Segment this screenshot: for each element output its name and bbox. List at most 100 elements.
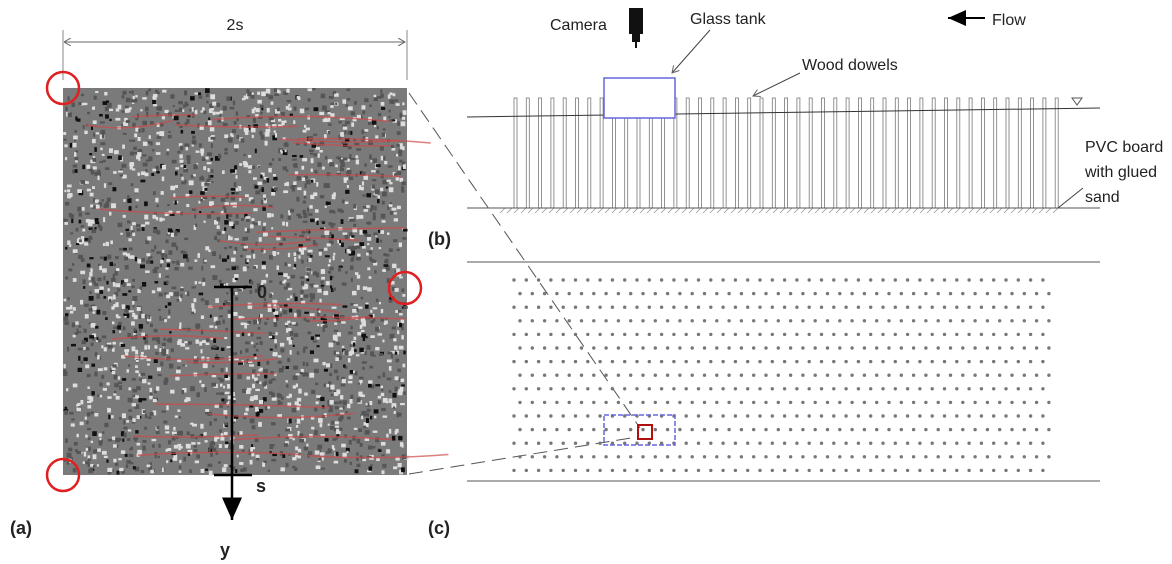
dowel-dot <box>857 469 860 472</box>
particle <box>153 191 156 195</box>
particle <box>330 105 333 108</box>
particle <box>244 128 249 132</box>
bed-hatch <box>808 208 813 213</box>
particle <box>219 403 223 408</box>
particle <box>257 100 262 104</box>
particle <box>348 146 352 149</box>
particle <box>380 230 384 234</box>
particle <box>114 383 119 387</box>
particle <box>348 332 352 335</box>
dowel-dot <box>617 319 620 322</box>
dowel-dot <box>703 292 706 295</box>
axis-name: y <box>220 540 230 560</box>
particle <box>177 409 180 411</box>
particle <box>273 332 276 334</box>
particle <box>156 171 159 173</box>
particle <box>397 369 400 373</box>
particle <box>307 331 311 334</box>
particle <box>100 121 105 123</box>
bed-hatch <box>857 208 862 213</box>
particle <box>94 283 98 286</box>
dowel-dot <box>752 428 755 431</box>
dowel-dot <box>869 387 872 390</box>
particle <box>393 338 396 341</box>
particle <box>166 281 168 285</box>
particle <box>264 461 267 463</box>
dowel-dot <box>1029 442 1032 445</box>
dowel-dot <box>703 401 706 404</box>
particle <box>359 215 364 219</box>
particle <box>88 438 91 440</box>
particle <box>244 413 248 416</box>
particle <box>305 276 308 279</box>
particle <box>353 337 356 340</box>
dowel-dot <box>912 292 915 295</box>
particle <box>372 158 377 163</box>
dowel-dot <box>777 292 780 295</box>
particle <box>177 366 180 369</box>
particle <box>87 189 91 192</box>
dowel-dot <box>783 387 786 390</box>
particle <box>145 315 148 319</box>
particle <box>399 313 403 315</box>
dowel-dot <box>943 333 946 336</box>
particle <box>298 455 301 458</box>
particle <box>209 421 212 425</box>
particle <box>128 238 131 241</box>
dowel-dot <box>592 374 595 377</box>
dowel-dot <box>617 428 620 431</box>
particle <box>357 285 360 290</box>
particle <box>73 307 76 311</box>
particle <box>80 180 84 184</box>
particle <box>392 393 396 398</box>
dowel-dot <box>709 360 712 363</box>
particle <box>165 425 169 429</box>
dowel-dot <box>1023 292 1026 295</box>
particle <box>331 234 334 238</box>
particle <box>152 99 156 104</box>
dowel-dot <box>758 360 761 363</box>
dowel-dot <box>1029 469 1032 472</box>
particle <box>402 237 406 240</box>
dowel-dot <box>721 278 724 281</box>
dowel-dot <box>586 414 589 417</box>
dowel-dot <box>924 319 927 322</box>
particle <box>109 109 113 111</box>
particle <box>115 283 120 287</box>
particle <box>335 103 337 105</box>
dowel-dot <box>881 278 884 281</box>
dowel-dot <box>863 401 866 404</box>
particle <box>359 185 361 190</box>
particle <box>273 352 278 356</box>
dowel-dot <box>1023 319 1026 322</box>
dowel-dot <box>1035 292 1038 295</box>
dowel-dot <box>611 306 614 309</box>
dowel-dot <box>869 360 872 363</box>
particle <box>96 132 99 134</box>
bed-hatch <box>500 208 505 213</box>
particle <box>102 311 106 315</box>
particle <box>100 395 102 398</box>
bed-hatch <box>703 208 708 213</box>
particle <box>165 276 169 278</box>
particle <box>173 161 176 163</box>
particle <box>241 138 245 142</box>
particle <box>166 349 168 354</box>
dowel-dot <box>654 292 657 295</box>
particle <box>341 259 343 261</box>
particle <box>168 338 172 343</box>
particle <box>115 271 118 276</box>
particle <box>166 405 168 410</box>
particle <box>253 118 256 123</box>
particle <box>122 282 125 286</box>
particle <box>343 406 345 410</box>
dowel-dot <box>967 278 970 281</box>
dowel-dot <box>666 428 669 431</box>
particle <box>233 431 235 435</box>
particle <box>124 349 129 352</box>
dowel-dot <box>918 333 921 336</box>
dowel-dot <box>525 469 528 472</box>
particle <box>340 415 344 419</box>
dowel-dot <box>1017 306 1020 309</box>
particle <box>178 101 182 105</box>
